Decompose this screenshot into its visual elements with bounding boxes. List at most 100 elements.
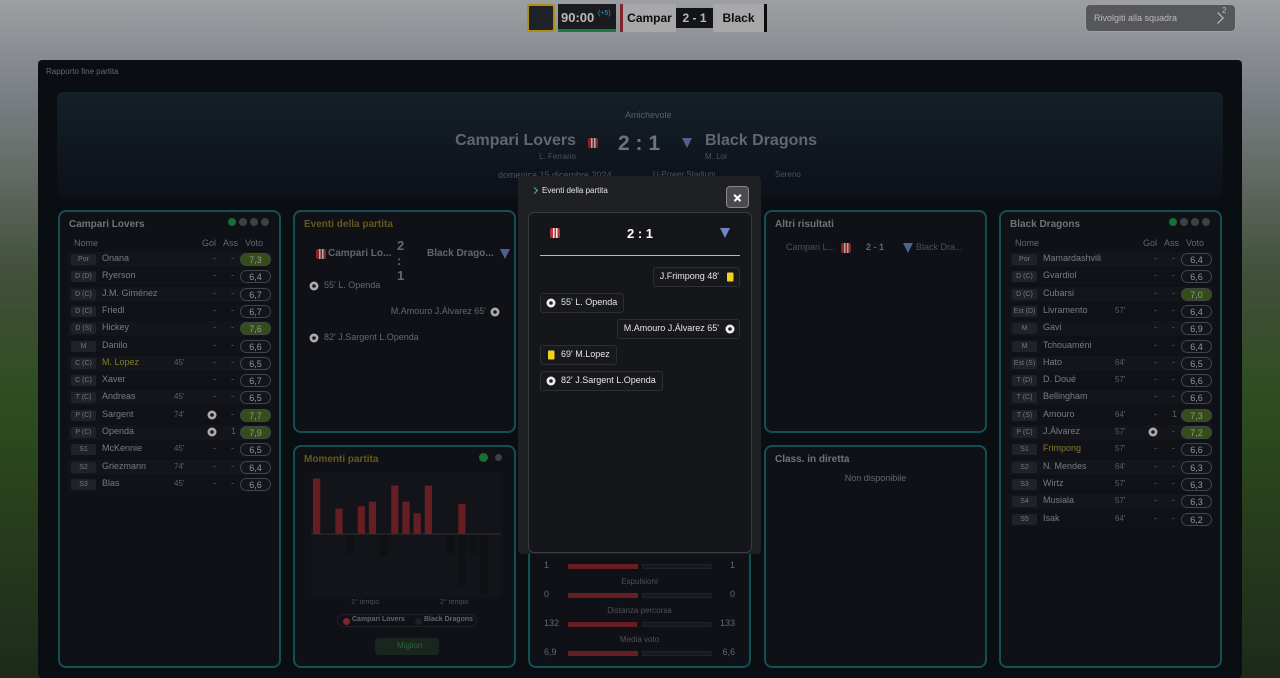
position-badge: S2 [71, 461, 96, 473]
event-text: M.Amouro J.Álvarez 65' [623, 323, 719, 333]
assists: - [1172, 304, 1175, 315]
column-header: Ass [1164, 238, 1180, 248]
home-bar [391, 485, 399, 534]
column-header: Ass [223, 238, 239, 248]
placeholder: Non disponibile [844, 473, 907, 483]
player-name: Amouro [1043, 408, 1075, 419]
player-name: Gvardiol [1043, 270, 1077, 281]
player-row: S1 McKennie 45' - -6,5 [68, 442, 271, 458]
position-badge: D (C) [71, 288, 96, 300]
legend: Campari Lovers Black Dragons [337, 614, 477, 627]
status-dot [239, 218, 247, 226]
goals: - [1154, 287, 1157, 298]
position-badge: T (S) [1012, 409, 1037, 421]
event-chip: M.Amouro J.Álvarez 65' [616, 319, 740, 339]
panel-title: Campari Lovers [69, 219, 145, 230]
goals: - [213, 304, 216, 315]
event-chip: 55' L. Openda [540, 293, 625, 313]
goals: - [213, 443, 216, 454]
position-badge: S2 [1012, 461, 1037, 473]
team-crest [588, 138, 598, 148]
stat-home: 1 [544, 560, 550, 570]
goal-icon [1148, 427, 1158, 437]
rating: 6,4 [1181, 304, 1212, 318]
rating: 6,5 [1181, 356, 1212, 370]
weather: Sereno [775, 170, 801, 179]
goals: - [1154, 374, 1157, 385]
rating: 6,7 [240, 374, 271, 388]
goal-icon [207, 410, 217, 420]
stadium: U-Power Stadium [653, 170, 716, 179]
rating: 6,7 [240, 304, 271, 318]
rating: 6,5 [240, 443, 271, 457]
player-name: Cubarsi [1043, 287, 1075, 298]
goal-icon [546, 376, 556, 386]
rating: 6,5 [240, 391, 271, 405]
stat-label: Distanza percorsa [607, 606, 672, 615]
team-crest [682, 138, 692, 148]
position-badge: T (C) [1012, 392, 1037, 404]
player-row: D (D) Ryerson - -6,4 [68, 269, 271, 285]
player-row: P (C) Sargent 74' -7,7 [68, 407, 271, 423]
column-header: Voto [1186, 238, 1205, 248]
team-crest [500, 249, 510, 259]
stat-away: 133 [719, 618, 735, 628]
rating: 6,6 [1181, 374, 1212, 388]
stat-home: 132 [544, 618, 560, 628]
assists: - [1172, 495, 1175, 506]
assists: - [231, 356, 234, 367]
position-badge: D (C) [71, 305, 96, 317]
goals: - [1154, 339, 1157, 350]
sub-minute: 45' [174, 444, 185, 454]
goals: - [1154, 391, 1157, 402]
close-button[interactable] [726, 186, 749, 208]
best-button[interactable]: Migliori [375, 638, 439, 655]
player-row: M Tchouaméni - -6,4 [1009, 338, 1212, 354]
away-bar [469, 534, 477, 555]
event-text: 82' J.Sargent L.Openda [324, 332, 419, 342]
team-talk-button[interactable]: Rivolgiti alla squadra 2 [1085, 4, 1236, 32]
assists: - [231, 339, 234, 350]
rating: 7,3 [1181, 408, 1212, 422]
status-dot [495, 454, 502, 461]
rating: 6,6 [1181, 270, 1212, 284]
sub-minute: 64' [1115, 513, 1126, 523]
player-name: Ryerson [102, 270, 136, 281]
goals: - [213, 270, 216, 281]
event-text: 55' L. Openda [324, 280, 381, 290]
stat-away: 6,6 [722, 647, 735, 657]
position-badge: P (C) [1012, 427, 1037, 438]
player-row: T (S) Amouro 64' - 1 7,3 [1009, 407, 1212, 423]
goal-icon [309, 333, 319, 343]
position-badge: Por [71, 254, 96, 265]
player-row: P (C) Openda 1 7,9 [68, 425, 271, 440]
stat-bar-home [568, 622, 638, 627]
player-row: C (C) Xaver - -6,7 [68, 373, 271, 389]
sub-minute: 64' [1115, 409, 1126, 419]
rating: 7,0 [1181, 287, 1212, 301]
status-dot [261, 218, 269, 226]
legend-swatch [415, 618, 422, 625]
player-name: Hickey [102, 322, 130, 333]
goal-icon [490, 307, 500, 317]
away-short: Black [713, 4, 767, 32]
home-team: Campari Lovers [455, 132, 576, 149]
legend-label: Campari Lovers [352, 616, 405, 623]
goals: - [213, 356, 216, 367]
score: 2 - 1 [676, 8, 713, 28]
stat-label: Espulsioni [621, 577, 658, 586]
assists: - [1172, 443, 1175, 454]
team-crest [841, 243, 851, 253]
status-dot [1169, 218, 1177, 226]
modal-score: 2 : 1 [626, 226, 653, 241]
stat-bar-away [642, 622, 712, 627]
assists: 1 [231, 426, 237, 436]
period-label: 1° tempo [351, 599, 380, 606]
position-badge: D (C) [1012, 271, 1037, 283]
events-panel: Eventi della partita Campari Lo... 2 : 1 Bl… [293, 210, 516, 433]
away-team: Black Dra... [916, 242, 963, 252]
player-row: D (C) J.M. Giménez - -6,7 [68, 286, 271, 302]
goal-icon [725, 324, 735, 334]
goals: - [213, 477, 216, 488]
assists: 1 [1172, 408, 1178, 419]
